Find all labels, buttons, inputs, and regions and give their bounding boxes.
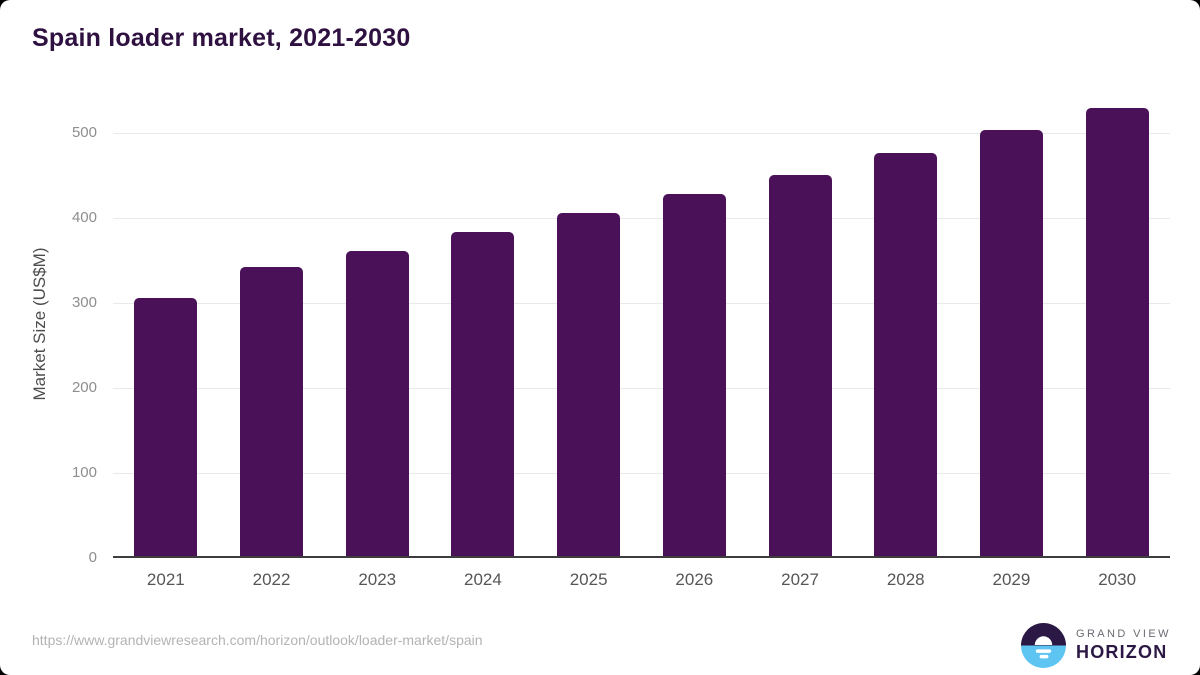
horizon-logo-icon	[1021, 623, 1066, 668]
source-url: https://www.grandviewresearch.com/horizo…	[32, 632, 483, 648]
y-axis-ticks: 0 100 200 300 400 500	[40, 90, 105, 566]
logo-line2: HORIZON	[1076, 642, 1168, 662]
x-tick-label-2024: 2024	[464, 570, 502, 589]
x-tick-label-2022: 2022	[252, 570, 291, 589]
bar-2022	[240, 266, 304, 556]
x-tick-label-2030: 2030	[1098, 570, 1137, 589]
x-tick-label-2021: 2021	[146, 570, 185, 589]
bar-2028	[874, 152, 938, 556]
bar-2026	[662, 194, 726, 556]
bar-2027	[768, 174, 832, 556]
x-tick-label-2028: 2028	[886, 570, 925, 589]
x-tick-label-2029: 2029	[992, 570, 1031, 589]
x-tick-label-2023: 2023	[358, 570, 397, 589]
logo-text: GRAND VIEW HORIZON	[1076, 628, 1171, 663]
x-tick-label-2025: 2025	[569, 570, 608, 589]
chart-title: Spain loader market, 2021-2030	[32, 24, 411, 52]
y-tick-label-500: 500	[71, 123, 97, 141]
y-tick-label-0: 0	[88, 549, 97, 566]
gridline-300	[113, 302, 1170, 304]
gridline-500	[113, 132, 1170, 134]
x-axis-labels: 2021 2022 2023 2024 2025 2026 2027 2028 2029 2030	[113, 570, 1170, 594]
bar-2024	[451, 231, 515, 556]
bar-2025	[557, 213, 621, 556]
bar-2023	[345, 251, 409, 556]
gridline-100	[113, 472, 1170, 474]
y-tick-label-300: 300	[71, 293, 97, 311]
bar-2029	[979, 129, 1043, 556]
bar-2030	[1085, 108, 1149, 556]
brand-logo: GRAND VIEW HORIZON	[1021, 623, 1171, 668]
gridline-200	[113, 387, 1170, 389]
y-tick-label-200: 200	[71, 378, 97, 396]
x-tick-label-2027: 2027	[781, 570, 819, 589]
logo-line1: GRAND VIEW	[1076, 628, 1171, 640]
x-tick-label-2026: 2026	[675, 570, 714, 589]
gridline-400	[113, 217, 1170, 219]
y-tick-label-100: 100	[71, 463, 97, 481]
plot-area	[113, 90, 1170, 558]
y-tick-label-400: 400	[71, 208, 97, 226]
bar-2021	[134, 298, 198, 556]
